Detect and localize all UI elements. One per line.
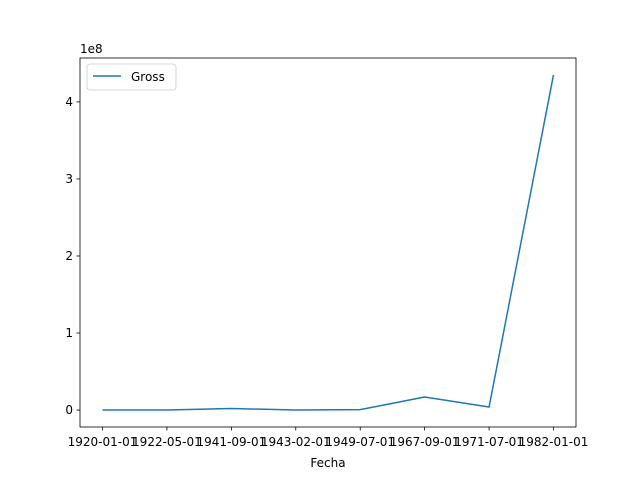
x-tick-label: 1941-09-01 <box>196 435 266 449</box>
legend: Gross <box>86 63 177 91</box>
y-tick-label: 3 <box>65 172 73 186</box>
series-line-gross <box>102 74 555 411</box>
y-tick-label: 1 <box>65 326 73 340</box>
x-tick-label: 1920-01-01 <box>68 435 138 449</box>
x-axis-label: Fecha <box>310 456 345 470</box>
axes-frame <box>79 57 577 428</box>
legend-box <box>86 63 177 91</box>
x-tick-label: 1982-01-01 <box>519 435 589 449</box>
x-tick-label: 1949-07-01 <box>325 435 395 449</box>
y-tick-label: 0 <box>65 403 73 417</box>
y-axis: 0 1 2 3 4 <box>65 95 80 417</box>
x-tick-label: 1943-02-01 <box>261 435 331 449</box>
x-axis: 1920-01-011922-05-011941-09-011943-02-01… <box>68 427 589 449</box>
y-tick-label: 2 <box>65 249 73 263</box>
plot-area <box>102 74 555 411</box>
x-tick-label: 1971-07-01 <box>454 435 524 449</box>
y-axis-offset-label: 1e8 <box>80 42 103 56</box>
x-tick-label: 1967-09-01 <box>390 435 460 449</box>
y-tick-label: 4 <box>65 95 73 109</box>
legend-label-gross: Gross <box>131 70 165 84</box>
x-tick-label: 1922-05-01 <box>132 435 202 449</box>
